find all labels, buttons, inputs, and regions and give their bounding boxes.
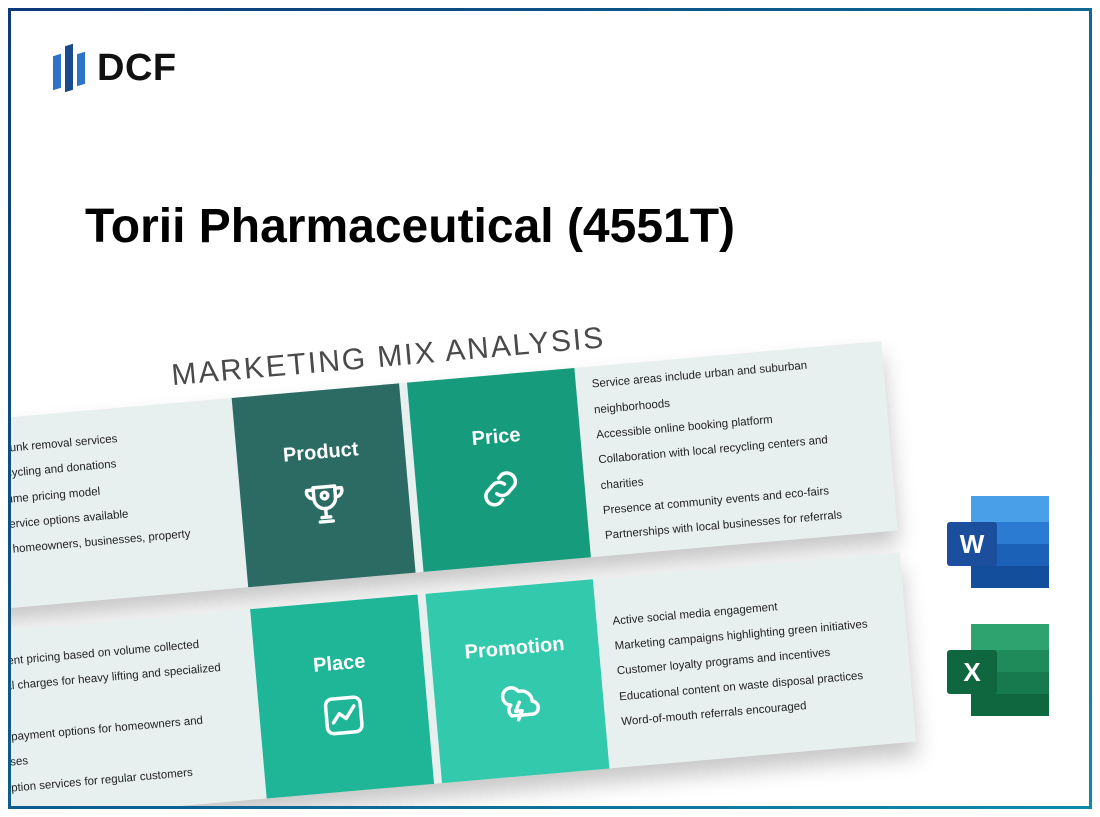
brand-logo: DCF bbox=[53, 41, 177, 95]
chart-icon bbox=[316, 687, 372, 743]
cloud-bolt-icon bbox=[491, 671, 547, 727]
slide-frame: DCF Torii Pharmaceutical (4551T) MARKETI… bbox=[8, 8, 1092, 809]
trophy-icon bbox=[297, 476, 353, 532]
mix-card-place: Place bbox=[250, 595, 434, 799]
excel-letter: X bbox=[947, 650, 997, 694]
card-label: Product bbox=[282, 438, 359, 467]
card-label: Promotion bbox=[464, 632, 566, 664]
card-label: Price bbox=[471, 424, 522, 451]
card-label: Place bbox=[312, 650, 366, 677]
mix-card-product: Product bbox=[232, 383, 416, 587]
excel-icon: X bbox=[957, 624, 1049, 716]
brand-mark-icon bbox=[53, 41, 87, 95]
page-title: Torii Pharmaceutical (4551T) bbox=[85, 199, 735, 254]
word-letter: W bbox=[947, 522, 997, 566]
mix-list-place: Transparent pricing based on volume coll… bbox=[8, 609, 267, 809]
mix-card-promotion: Promotion bbox=[425, 579, 609, 783]
link-icon bbox=[472, 460, 528, 516]
app-icons: W X bbox=[957, 496, 1049, 716]
mix-list-price: Service areas include urban and suburban… bbox=[574, 341, 897, 557]
marketing-mix-graphic: MARKETING MIX ANALYSIS Eco-friendly junk… bbox=[8, 297, 918, 809]
mix-card-price: Price bbox=[407, 368, 591, 572]
mix-list-promotion: Active social media engagement Marketing… bbox=[593, 552, 916, 768]
mix-list-product: Eco-friendly junk removal services Focus… bbox=[8, 398, 248, 614]
brand-name: DCF bbox=[97, 47, 177, 90]
word-icon: W bbox=[957, 496, 1049, 588]
